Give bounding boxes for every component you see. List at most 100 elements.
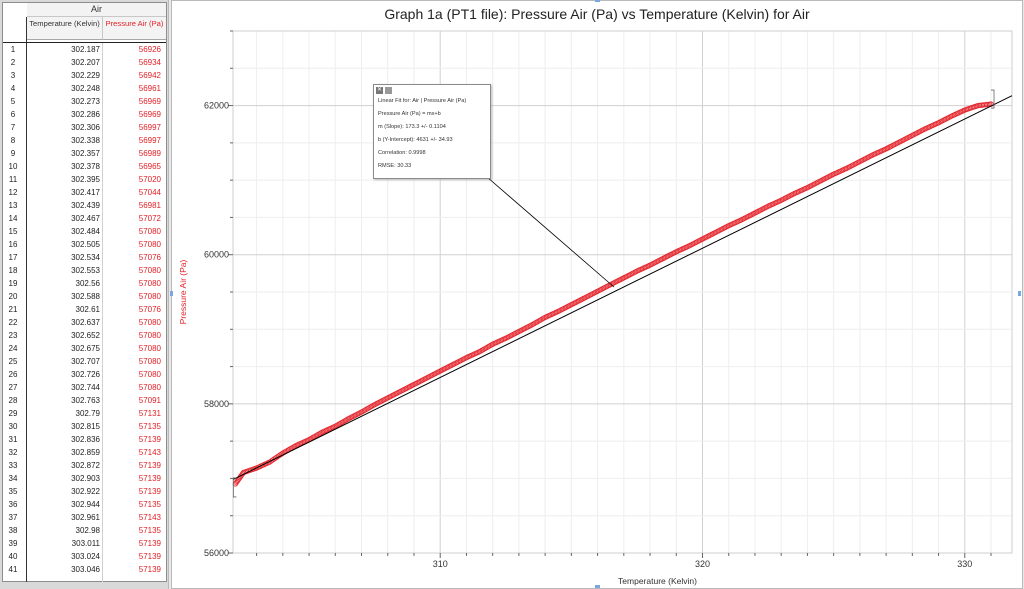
pressure-cell[interactable]: 57080	[138, 292, 161, 301]
table-row[interactable]: 18 302.553 57080	[3, 264, 166, 277]
close-icon[interactable]: ✕	[376, 87, 383, 94]
temperature-cell[interactable]: 302.922	[71, 487, 100, 496]
table-row[interactable]: 4 302.248 56961	[3, 82, 166, 95]
temperature-cell[interactable]: 302.187	[71, 45, 100, 54]
temperature-cell[interactable]: 302.79	[75, 409, 100, 418]
pressure-cell[interactable]: 57076	[138, 305, 161, 314]
temperature-cell[interactable]: 302.378	[71, 162, 100, 171]
temperature-cell[interactable]: 302.439	[71, 201, 100, 210]
pressure-cell[interactable]: 57139	[138, 487, 161, 496]
pressure-cell[interactable]: 57139	[138, 461, 161, 470]
table-row[interactable]: 21 302.61 57076	[3, 303, 166, 316]
pressure-cell[interactable]: 57139	[138, 565, 161, 574]
table-row[interactable]: 36 302.944 57135	[3, 498, 166, 511]
table-row[interactable]: 16 302.505 57080	[3, 238, 166, 251]
pressure-cell[interactable]: 57080	[138, 331, 161, 340]
resize-handle-left[interactable]	[170, 291, 173, 296]
table-row[interactable]: 19 302.56 57080	[3, 277, 166, 290]
table-row[interactable]: 26 302.726 57080	[3, 368, 166, 381]
pressure-cell[interactable]: 57044	[138, 188, 161, 197]
pressure-cell[interactable]: 57080	[138, 266, 161, 275]
table-row[interactable]: 38 302.98 57135	[3, 524, 166, 537]
table-row[interactable]: 1 302.187 56926	[3, 43, 166, 56]
pressure-cell[interactable]: 57131	[138, 409, 161, 418]
temperature-cell[interactable]: 302.61	[75, 305, 100, 314]
table-row[interactable]: 31 302.836 57139	[3, 433, 166, 446]
table-row[interactable]: 33 302.872 57139	[3, 459, 166, 472]
pressure-cell[interactable]: 56934	[138, 58, 161, 67]
table-row[interactable]: 24 302.675 57080	[3, 342, 166, 355]
pressure-cell[interactable]: 56961	[138, 84, 161, 93]
temperature-cell[interactable]: 302.357	[71, 149, 100, 158]
table-row[interactable]: 22 302.637 57080	[3, 316, 166, 329]
pressure-cell[interactable]: 57080	[138, 357, 161, 366]
temperature-cell[interactable]: 302.872	[71, 461, 100, 470]
pressure-cell[interactable]: 56969	[138, 110, 161, 119]
pressure-cell[interactable]: 57135	[138, 500, 161, 509]
table-row[interactable]: 3 302.229 56942	[3, 69, 166, 82]
resize-handle-right[interactable]	[1018, 291, 1021, 296]
pressure-cell[interactable]: 57072	[138, 214, 161, 223]
table-row[interactable]: 29 302.79 57131	[3, 407, 166, 420]
pressure-cell[interactable]: 56989	[138, 149, 161, 158]
pressure-cell[interactable]: 57091	[138, 396, 161, 405]
temperature-cell[interactable]: 302.744	[71, 383, 100, 392]
column-header-pressure[interactable]: Pressure Air (Pa)	[103, 17, 166, 40]
table-row[interactable]: 10 302.378 56965	[3, 160, 166, 173]
table-row[interactable]: 13 302.439 56981	[3, 199, 166, 212]
scatter-plot[interactable]: 310 320 330 56000 58000 60000 62000 Temperature…	[172, 1, 1022, 588]
temperature-cell[interactable]: 302.338	[71, 136, 100, 145]
table-row[interactable]: 7 302.306 56997	[3, 121, 166, 134]
pressure-cell[interactable]: 57080	[138, 383, 161, 392]
pressure-cell[interactable]: 57080	[138, 227, 161, 236]
table-row[interactable]: 30 302.815 57135	[3, 420, 166, 433]
pressure-cell[interactable]: 57020	[138, 175, 161, 184]
pressure-cell[interactable]: 57080	[138, 370, 161, 379]
pressure-cell[interactable]: 57080	[138, 240, 161, 249]
pressure-cell[interactable]: 57080	[138, 318, 161, 327]
temperature-cell[interactable]: 302.229	[71, 71, 100, 80]
table-row[interactable]: 32 302.859 57143	[3, 446, 166, 459]
temperature-cell[interactable]: 302.726	[71, 370, 100, 379]
temperature-cell[interactable]: 302.652	[71, 331, 100, 340]
pressure-cell[interactable]: 56969	[138, 97, 161, 106]
table-row[interactable]: 20 302.588 57080	[3, 290, 166, 303]
table-row[interactable]: 25 302.707 57080	[3, 355, 166, 368]
pressure-cell[interactable]: 56997	[138, 136, 161, 145]
column-header-temperature[interactable]: Temperature (Kelvin)	[27, 17, 103, 40]
temperature-cell[interactable]: 302.417	[71, 188, 100, 197]
table-row[interactable]: 37 302.961 57143	[3, 511, 166, 524]
pressure-cell[interactable]: 56926	[138, 45, 161, 54]
table-row[interactable]: 23 302.652 57080	[3, 329, 166, 342]
temperature-cell[interactable]: 302.961	[71, 513, 100, 522]
table-row[interactable]: 8 302.338 56997	[3, 134, 166, 147]
pressure-cell[interactable]: 57143	[138, 513, 161, 522]
table-row[interactable]: 14 302.467 57072	[3, 212, 166, 225]
temperature-cell[interactable]: 302.707	[71, 357, 100, 366]
pressure-cell[interactable]: 56981	[138, 201, 161, 210]
temperature-cell[interactable]: 302.815	[71, 422, 100, 431]
pressure-cell[interactable]: 57139	[138, 539, 161, 548]
pressure-cell[interactable]: 57080	[138, 344, 161, 353]
temperature-cell[interactable]: 302.484	[71, 227, 100, 236]
temperature-cell[interactable]: 302.675	[71, 344, 100, 353]
options-icon[interactable]	[385, 87, 392, 94]
linear-fit-box[interactable]: ✕ Linear Fit for: Air | Pressure Air (Pa…	[373, 84, 491, 179]
table-row[interactable]: 41 303.046 57139	[3, 563, 166, 576]
pressure-cell[interactable]: 57139	[138, 435, 161, 444]
pressure-cell[interactable]: 57139	[138, 552, 161, 561]
table-row[interactable]: 5 302.273 56969	[3, 95, 166, 108]
temperature-cell[interactable]: 302.286	[71, 110, 100, 119]
temperature-cell[interactable]: 303.046	[71, 565, 100, 574]
temperature-cell[interactable]: 302.637	[71, 318, 100, 327]
temperature-cell[interactable]: 302.248	[71, 84, 100, 93]
table-row[interactable]: 34 302.903 57139	[3, 472, 166, 485]
table-row[interactable]: 6 302.286 56969	[3, 108, 166, 121]
temperature-cell[interactable]: 302.534	[71, 253, 100, 262]
data-table[interactable]: Air Temperature (Kelvin) Pressure Air (P…	[2, 2, 167, 582]
resize-handle-bottom[interactable]	[595, 585, 600, 588]
temperature-cell[interactable]: 303.011	[71, 539, 100, 548]
temperature-cell[interactable]: 302.836	[71, 435, 100, 444]
temperature-cell[interactable]: 302.505	[71, 240, 100, 249]
table-row[interactable]: 39 303.011 57139	[3, 537, 166, 550]
